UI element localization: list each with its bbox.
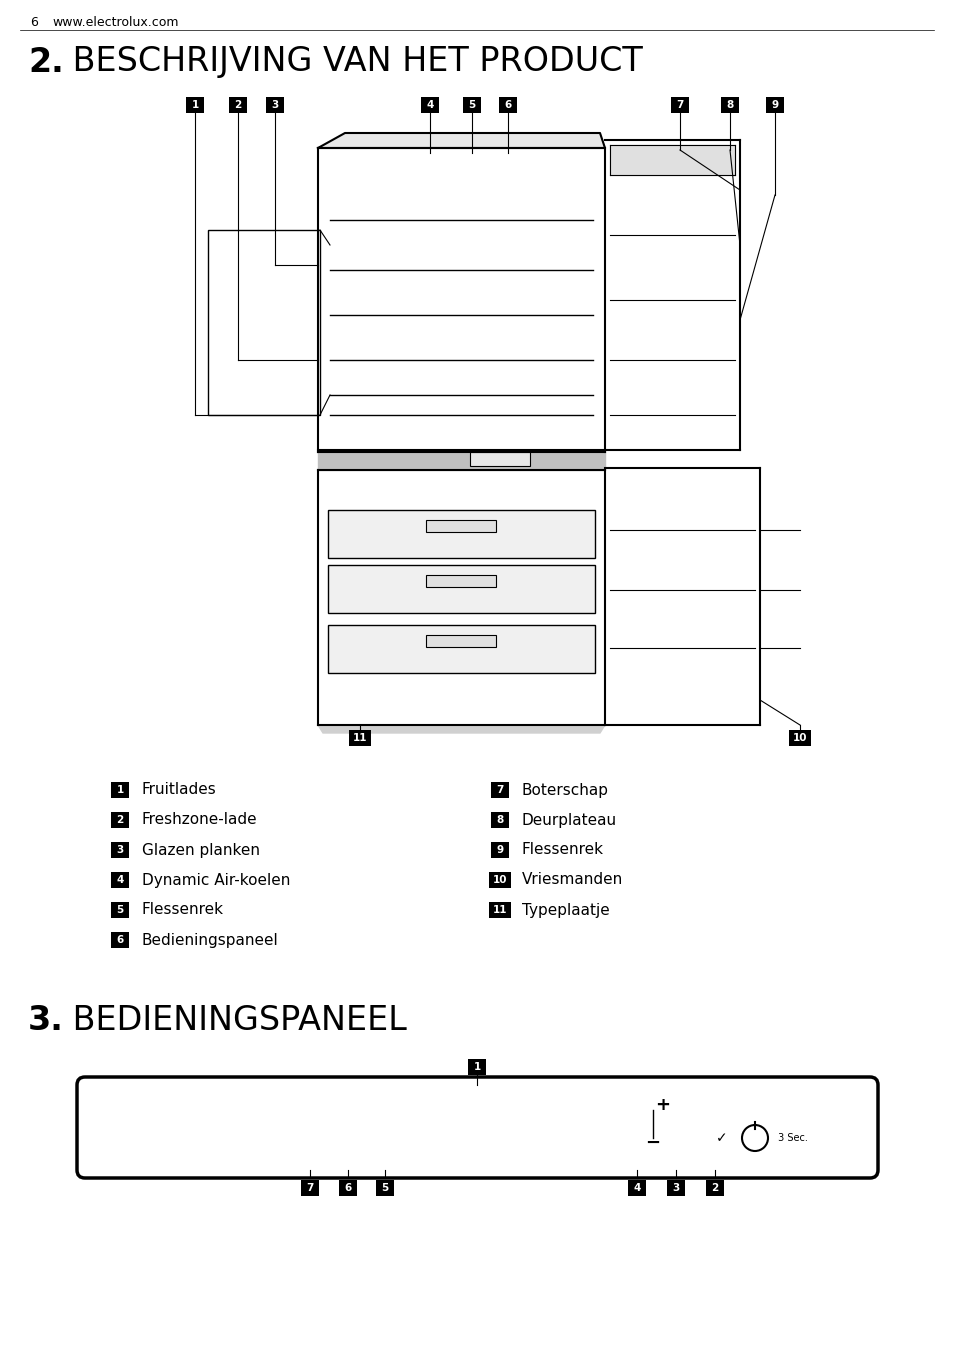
Text: 6: 6 [344,1183,352,1192]
Bar [186,97,204,114]
Text: Bedieningspaneel: Bedieningspaneel [142,933,278,948]
Bar [375,1180,394,1197]
Text: 8: 8 [725,100,733,110]
Text: 5: 5 [381,1183,388,1192]
Text: 1: 1 [473,1063,480,1072]
Text: 5: 5 [468,100,476,110]
Bar [111,842,129,859]
Text: ✓: ✓ [307,1134,314,1145]
Bar [303,1101,318,1119]
Bar [670,97,688,114]
Bar [301,1180,318,1197]
Bar [208,230,319,415]
Text: Glazen planken: Glazen planken [142,842,260,857]
Text: 2.: 2. [28,46,64,78]
Text: Flessenrek: Flessenrek [521,842,603,857]
Bar [111,781,129,798]
Bar [720,97,739,114]
Text: Dynamic Air-koelen: Dynamic Air-koelen [142,872,290,887]
Bar [489,872,511,888]
Bar [470,452,530,466]
Bar [111,872,129,888]
Text: Typeplaatje: Typeplaatje [521,903,609,918]
Bar [426,575,496,587]
Text: 3: 3 [116,845,124,854]
Text: 6: 6 [504,100,511,110]
Bar [338,1180,356,1197]
Text: Freshzone-lade: Freshzone-lade [142,813,257,827]
Text: +: + [655,1096,670,1114]
Bar [705,1180,723,1197]
Text: Mode: Mode [283,1130,311,1141]
Text: 9: 9 [771,100,778,110]
Text: 7: 7 [676,100,683,110]
Bar [303,1130,318,1151]
Bar [489,902,511,918]
Text: 5: 5 [116,904,124,915]
Bar [426,521,496,531]
Text: 10: 10 [493,875,507,886]
Text: 3: 3 [271,100,278,110]
Bar [788,730,810,746]
Text: www.electrolux.com: www.electrolux.com [52,15,178,28]
Bar [229,97,247,114]
Text: 6: 6 [30,15,38,28]
Text: 2: 2 [116,815,124,825]
Text: 11: 11 [353,733,367,744]
Text: 10: 10 [792,733,806,744]
Bar [111,902,129,918]
Bar [111,813,129,827]
Bar [349,730,371,746]
Bar [328,625,595,673]
Text: Vriesmanden: Vriesmanden [521,872,622,887]
Bar [765,97,783,114]
Text: 1: 1 [116,786,124,795]
Text: 6: 6 [116,936,124,945]
Text: Deurplateau: Deurplateau [521,813,617,827]
Text: 3 Sec.: 3 Sec. [774,1133,807,1142]
Text: 9: 9 [496,845,503,854]
Bar [666,1180,684,1197]
Text: 4: 4 [116,875,124,886]
Bar [420,97,438,114]
Text: 7: 7 [306,1183,314,1192]
Text: BEDIENINGSPANEEL: BEDIENINGSPANEEL [62,1003,406,1037]
Bar [491,813,509,827]
Polygon shape [317,132,604,147]
Text: Flessenrek: Flessenrek [142,903,224,918]
Text: 11: 11 [493,904,507,915]
FancyBboxPatch shape [77,1078,877,1178]
Text: Boterschap: Boterschap [521,783,608,798]
Text: 1: 1 [192,100,198,110]
Bar [498,97,517,114]
Bar [627,1180,645,1197]
Text: 4: 4 [633,1183,640,1192]
Bar [328,565,595,612]
Polygon shape [609,145,734,174]
Text: 2: 2 [711,1183,718,1192]
Text: ✓: ✓ [307,1105,314,1115]
Bar [328,510,595,558]
Text: −: − [645,1134,659,1152]
Text: 8: 8 [496,815,503,825]
Text: 4: 4 [426,100,434,110]
Polygon shape [317,450,604,470]
Bar [491,842,509,859]
Bar [462,97,480,114]
Text: Fruitlades: Fruitlades [142,783,216,798]
Bar [426,635,496,648]
Text: 3.: 3. [28,1003,64,1037]
Bar [491,781,509,798]
Text: 3: 3 [672,1183,679,1192]
Polygon shape [317,725,604,733]
Bar [111,932,129,948]
Text: 2: 2 [234,100,241,110]
Bar [468,1059,485,1075]
Text: BESCHRIJVING VAN HET PRODUCT: BESCHRIJVING VAN HET PRODUCT [62,46,642,78]
Text: ✓: ✓ [716,1132,727,1145]
Text: 7: 7 [496,786,503,795]
Bar [375,1096,619,1159]
Bar [266,97,284,114]
